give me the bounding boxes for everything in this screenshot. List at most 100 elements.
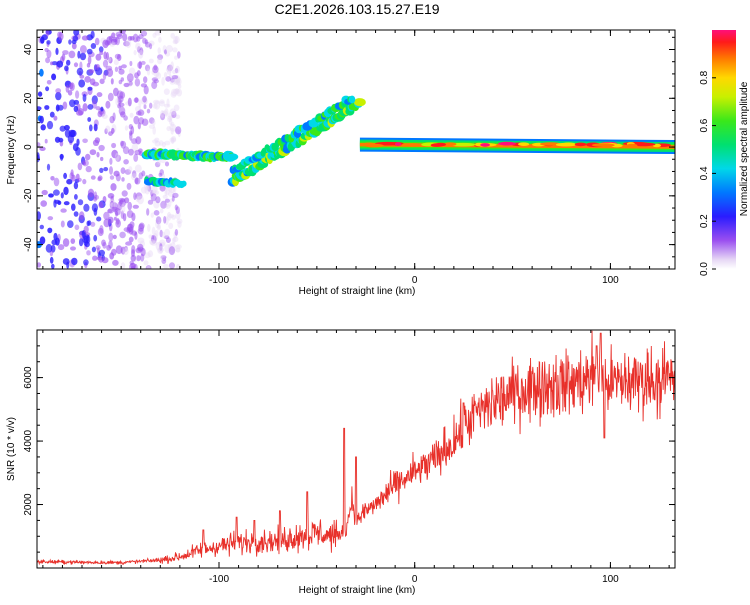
colorbar: 0.0 0.2 0.4 0.6 0.8 Normalized spectral ampl… [699,30,750,276]
noise-blob [97,175,103,181]
noise-blob [87,220,92,226]
noise-blob [75,90,80,99]
noise-blob [84,241,90,248]
noise-blob [146,67,151,76]
noise-blob [115,245,123,255]
carrier-peak [401,143,423,147]
trace-segment [354,98,366,107]
noise-blob [72,35,79,42]
noise-blob [133,115,140,125]
noise-blob [131,173,138,181]
noise-blob [74,194,78,200]
noise-blob [79,45,87,54]
colorbar-tick-label: 0.0 [699,262,710,276]
noise-blob [118,102,125,108]
x-tick-label: -100 [209,275,229,286]
noise-blob [116,90,124,100]
snr-y-axis-label: SNR (10 * v/v) [6,417,17,481]
noise-blob [58,137,64,143]
noise-blob [76,67,84,76]
noise-blob [58,31,64,41]
noise-blob [117,54,122,61]
noise-blob [136,111,142,116]
noise-blob [175,244,182,250]
noise-blob [137,122,141,130]
carrier-peak [498,141,516,146]
noise-blob [82,93,87,102]
noise-blob [73,181,79,190]
noise-blob [175,263,181,269]
noise-blob [109,166,113,175]
noise-blob [157,159,162,165]
noise-blob [148,234,153,239]
carrier-peak [574,142,587,147]
noise-blob [131,171,136,177]
noise-blob [174,55,178,60]
noise-blob [125,39,132,48]
noise-blob [87,188,95,198]
noise-blob [137,227,144,235]
noise-blob [170,77,175,83]
noise-blob [159,184,166,192]
noise-blob [98,201,104,209]
noise-blob [159,243,163,251]
noise-blob [51,73,57,81]
noise-blob [156,224,161,231]
noise-blob [161,110,168,116]
noise-blob [173,35,180,44]
noise-blob [169,118,173,125]
noise-blob [148,58,154,64]
noise-blob [112,36,118,43]
noise-blob [122,213,127,222]
noise-blob [163,72,168,79]
noise-blob [143,76,148,84]
noise-blob [174,244,181,253]
noise-blob [154,137,160,143]
figure-title: C2E1.2026.103.15.27.E19 [274,1,439,17]
noise-blob [53,115,58,121]
noise-blob [146,108,151,114]
noise-blob [74,224,80,231]
noise-blob [127,97,132,107]
noise-blob [105,100,111,109]
noise-blob [135,196,140,203]
noise-blob [158,241,166,247]
colorbar-tick-label: 0.2 [699,214,710,228]
noise-blob [159,245,164,254]
noise-blob [169,80,176,85]
noise-blob [123,115,128,121]
noise-blob [119,231,126,239]
noise-blob [165,76,172,82]
noise-blob [168,111,175,119]
noise-blob [134,177,141,185]
noise-blob [167,191,175,198]
noise-blob [170,91,177,98]
noise-blob [137,237,145,244]
noise-blob [39,146,46,151]
noise-blob [168,246,176,256]
noise-blob [162,194,168,199]
noise-blob [168,186,176,194]
noise-blob [149,102,153,109]
noise-blob [172,47,178,53]
noise-blob [143,260,149,266]
noise-blob [164,49,167,55]
noise-blob [99,51,104,56]
noise-blob [118,197,126,203]
noise-blob [166,211,172,221]
noise-blob [39,115,44,124]
noise-blob [173,104,180,112]
noise-blob [99,167,104,173]
noise-blob [152,32,157,38]
noise-blob [171,214,176,220]
noise-blob [68,129,76,138]
noise-blob [73,62,79,68]
noise-blob [95,53,102,61]
trace-segment [181,180,187,187]
noise-blob [104,128,108,135]
noise-blob [171,135,177,142]
noise-blob [153,99,160,105]
noise-blob [97,227,104,237]
noise-blob [56,60,64,68]
noise-blob [172,192,179,199]
